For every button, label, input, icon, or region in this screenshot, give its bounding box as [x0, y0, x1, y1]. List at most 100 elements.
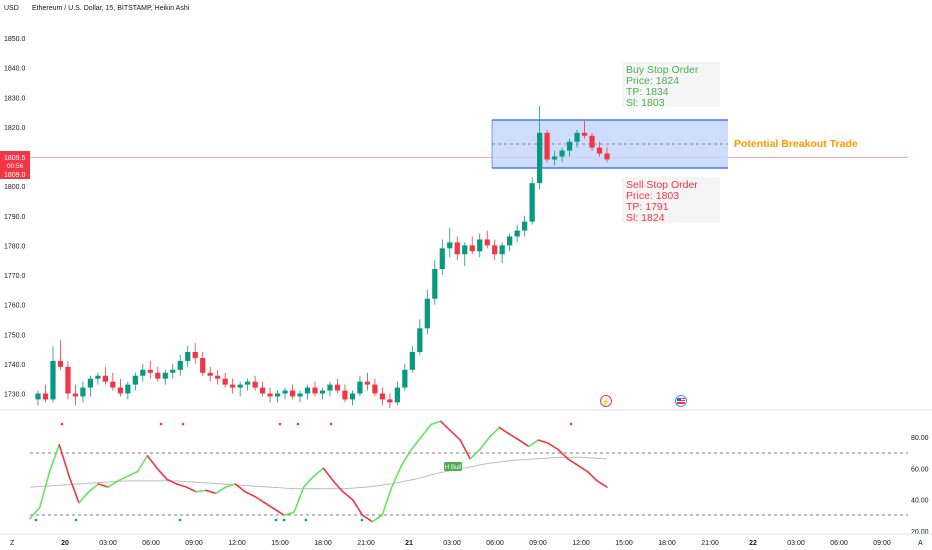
candle[interactable]: [462, 242, 468, 267]
candle[interactable]: [87, 375, 94, 397]
candle[interactable]: [439, 239, 445, 275]
candle[interactable]: [57, 340, 64, 370]
candle[interactable]: [117, 378, 123, 397]
candle[interactable]: [492, 239, 498, 261]
candles-group[interactable]: [35, 106, 610, 409]
candle[interactable]: [409, 346, 415, 373]
oscillator-pane[interactable]: H Bull 80.00 60.00 40.00 20.00: [29, 420, 929, 536]
candle[interactable]: [484, 230, 490, 249]
candle[interactable]: [589, 132, 595, 151]
osc-segment: [596, 480, 608, 488]
candle[interactable]: [581, 120, 588, 139]
candle[interactable]: [432, 260, 438, 305]
candle[interactable]: [514, 224, 520, 243]
candle[interactable]: [357, 375, 363, 397]
breakout-rectangle[interactable]: [491, 119, 728, 169]
candle[interactable]: [110, 372, 116, 391]
candle[interactable]: [566, 138, 573, 157]
h-bull-badge[interactable]: H Bull: [444, 462, 462, 471]
candle[interactable]: [230, 378, 236, 394]
candle[interactable]: [95, 372, 101, 385]
price-pane[interactable]: Buy Stop Order Price: 1824 TP: 1834 Sl: …: [30, 20, 908, 408]
candle[interactable]: [222, 372, 228, 388]
candle[interactable]: [417, 319, 423, 355]
candle[interactable]: [297, 390, 303, 403]
candle[interactable]: [50, 346, 56, 403]
candle[interactable]: [185, 346, 191, 367]
candle[interactable]: [35, 390, 41, 406]
candle[interactable]: [551, 150, 558, 166]
candle[interactable]: [507, 233, 513, 252]
svg-text:⚡: ⚡: [602, 397, 611, 406]
candle[interactable]: [289, 384, 296, 400]
candle[interactable]: [140, 363, 146, 382]
candle[interactable]: [499, 242, 505, 264]
candle[interactable]: [200, 352, 206, 376]
candle[interactable]: [312, 381, 318, 397]
buy-note-line1[interactable]: Buy Stop Order: [626, 64, 699, 76]
price-axis[interactable]: 1850.0 1840.0 1830.0 1820.0 1800.0 1790.0 1780…: [4, 36, 26, 399]
candle[interactable]: [529, 177, 535, 225]
time-axis-left-corner[interactable]: Z: [10, 540, 15, 547]
osc-segment: [185, 486, 198, 493]
candle[interactable]: [155, 366, 161, 382]
candle[interactable]: [72, 384, 79, 406]
candle[interactable]: [237, 381, 243, 397]
candle[interactable]: [536, 106, 543, 190]
candle[interactable]: [80, 381, 86, 403]
candle[interactable]: [162, 369, 168, 385]
candle[interactable]: [574, 129, 580, 148]
oscillator-axis[interactable]: 80.00 60.00 40.00 20.00: [911, 435, 929, 536]
osc-sell-dot: [60, 422, 64, 426]
candle[interactable]: [147, 360, 153, 379]
us-flag-event-icon[interactable]: [675, 395, 687, 407]
candle[interactable]: [469, 236, 475, 255]
candle[interactable]: [304, 384, 311, 400]
candle-body: [237, 384, 243, 388]
candle[interactable]: [544, 129, 550, 163]
time-tick-label: 09:00: [873, 540, 891, 547]
candle[interactable]: [559, 147, 565, 163]
candle[interactable]: [477, 233, 483, 258]
candle[interactable]: [207, 366, 213, 382]
candle[interactable]: [125, 381, 131, 400]
candle[interactable]: [604, 147, 610, 163]
candle[interactable]: [402, 363, 408, 391]
candle[interactable]: [387, 393, 393, 409]
candle[interactable]: [379, 387, 386, 406]
candle[interactable]: [596, 141, 603, 157]
candle[interactable]: [267, 387, 273, 403]
time-axis[interactable]: 20 03:00 06:00 09:00 12:00 15:00 18:00 21:00 21 0…: [61, 540, 891, 547]
candle[interactable]: [522, 215, 528, 237]
candle[interactable]: [252, 375, 258, 391]
lightning-event-icon[interactable]: ⚡: [600, 395, 612, 407]
candle[interactable]: [132, 372, 138, 391]
time-axis-right-corner[interactable]: A: [918, 540, 923, 547]
candle[interactable]: [259, 381, 266, 397]
candle[interactable]: [424, 289, 430, 335]
candle[interactable]: [65, 360, 71, 400]
candle[interactable]: [192, 343, 198, 364]
candle[interactable]: [364, 372, 371, 391]
candle[interactable]: [170, 363, 176, 379]
candle[interactable]: [274, 390, 281, 403]
breakout-label[interactable]: Potential Breakout Trade: [734, 138, 858, 150]
candle[interactable]: [282, 387, 288, 400]
candle[interactable]: [342, 384, 348, 403]
candle[interactable]: [334, 378, 341, 394]
candle[interactable]: [349, 390, 356, 406]
candle[interactable]: [42, 384, 49, 403]
candle-body: [87, 378, 94, 388]
sell-note-line1[interactable]: Sell Stop Order: [626, 179, 698, 191]
candle[interactable]: [215, 369, 221, 385]
candle[interactable]: [319, 387, 326, 400]
candle[interactable]: [372, 378, 378, 397]
candle[interactable]: [327, 381, 333, 397]
candle[interactable]: [394, 381, 400, 406]
candle[interactable]: [245, 378, 251, 391]
candle[interactable]: [177, 354, 183, 376]
candle[interactable]: [454, 236, 460, 261]
candle[interactable]: [447, 227, 453, 258]
candle[interactable]: [102, 366, 109, 385]
